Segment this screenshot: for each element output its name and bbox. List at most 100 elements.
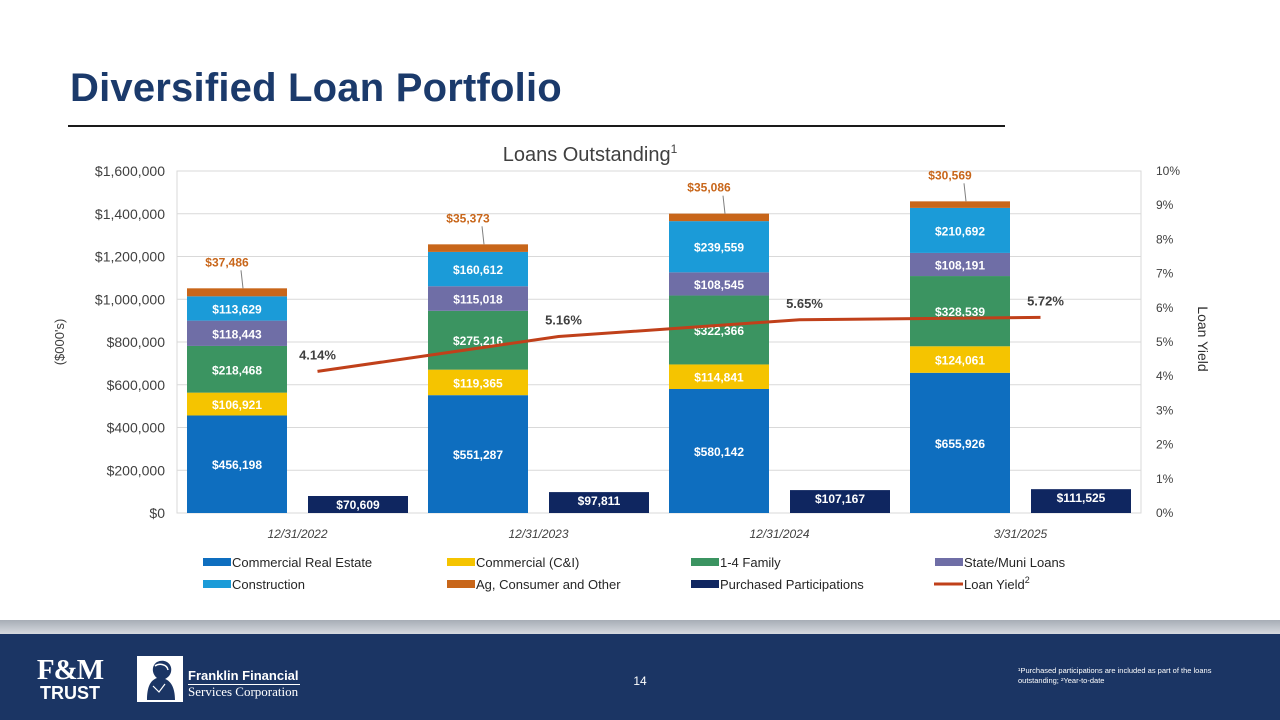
footer-gradient-band [0,620,1280,634]
data-label-construction: $160,612 [453,263,503,277]
y-left-tick-label: $400,000 [107,420,166,436]
y-right-tick-label: 2% [1156,438,1174,452]
fm-logo-text: F&M [36,654,104,686]
legend-swatch-commercial-real-estate [203,558,231,566]
legend-swatch-construction [203,580,231,588]
x-tick-label: 12/31/2023 [508,527,568,541]
bar-state-muni-loans [910,252,1010,277]
data-label-state-muni-loans: $115,018 [453,293,503,307]
legend-label-commercial-real-estate: Commercial Real Estate [232,555,372,570]
bar-commercial-c-i [669,364,769,389]
data-label-purchased-participations: $107,167 [815,492,865,506]
data-label-commercial-c-i: $119,365 [453,376,503,390]
data-label-1-4-family: $218,468 [212,363,262,377]
bar-construction [669,221,769,273]
legend-label-1-4-family: 1-4 Family [720,555,781,570]
x-tick-label: 3/31/2025 [994,527,1048,541]
page-title: Diversified Loan Portfolio [70,66,562,110]
trust-logo-text: TRUST [40,683,100,703]
chart-title-superscript: 1 [671,142,678,156]
legend-label-superscript: 2 [1025,575,1030,585]
bar-state-muni-loans [428,286,528,311]
legend-label-purchased-participations: Purchased Participations [720,577,864,592]
company-name-line1: Franklin Financial [188,668,299,683]
bar-ag-consumer-and-other [187,288,287,297]
y-right-tick-label: 6% [1156,301,1174,315]
bar-1-4-family [428,310,528,370]
bar-state-muni-loans [187,320,287,346]
title-divider [68,125,1005,127]
footer-bar [0,634,1280,720]
y-left-tick-label: $1,400,000 [95,206,165,222]
page-number: 14 [633,674,647,688]
bar-purchased-participations [1031,489,1131,513]
fm-trust-logo: F&M TRUST [28,656,112,704]
data-label-1-4-family: $275,216 [453,334,503,348]
data-label-state-muni-loans: $108,191 [935,258,985,272]
data-label-state-muni-loans: $118,443 [212,327,262,341]
data-label-1-4-family: $328,539 [935,305,985,319]
data-label-leader [481,226,485,245]
data-label-commercial-real-estate: $456,198 [212,458,262,472]
data-label-ag-consumer-and-other: $30,569 [928,168,972,182]
data-label-ag-consumer-and-other: $35,086 [687,181,731,195]
bar-construction [910,207,1010,253]
legend-label-construction: Construction [232,577,305,592]
bar-state-muni-loans [669,272,769,296]
data-label-leader [963,183,967,202]
y-right-tick-label: 3% [1156,403,1174,417]
y-left-tick-label: $600,000 [107,377,166,393]
data-label-commercial-real-estate: $580,142 [694,445,744,459]
y-right-tick-label: 5% [1156,335,1174,349]
data-label-purchased-participations: $111,525 [1057,491,1106,505]
legend-label-ag-consumer-and-other: Ag, Consumer and Other [476,577,621,592]
bar-1-4-family [910,276,1010,347]
y-left-tick-label: $1,600,000 [95,163,165,179]
x-tick-label: 12/31/2022 [267,527,327,541]
company-name: Franklin Financial Services Corporation [188,668,299,700]
x-tick-label: 12/31/2024 [749,527,809,541]
data-label-commercial-c-i: $106,921 [212,398,262,412]
data-label-loan-yield: 5.72% [1027,293,1064,308]
bar-commercial-c-i [428,369,528,396]
bar-construction [187,296,287,321]
bar-construction [428,251,528,287]
bar-ag-consumer-and-other [669,213,769,222]
data-label-state-muni-loans: $108,545 [694,278,744,292]
chart-title: Loans Outstanding1 [503,142,678,166]
bar-commercial-real-estate [187,415,287,513]
data-label-commercial-c-i: $124,061 [935,354,985,368]
data-label-purchased-participations: $97,811 [578,494,621,508]
data-label-loan-yield: 4.14% [299,347,336,362]
data-label-leader [722,195,726,214]
legend-swatch-state-muni-loans [935,558,963,566]
bar-ag-consumer-and-other [428,244,528,252]
y-left-tick-label: $200,000 [107,462,166,478]
bar-1-4-family [187,345,287,393]
company-name-line2: Services Corporation [188,684,299,699]
data-label-leader [240,270,244,289]
y-right-tick-label: 8% [1156,232,1174,246]
data-label-commercial-c-i: $114,841 [694,371,744,385]
y-left-tick-label: $800,000 [107,334,166,350]
y-right-tick-label: 7% [1156,267,1174,281]
legend-label-loan-yield: Loan Yield2 [964,575,1030,592]
loans-outstanding-chart: $0 $200,000 $400,000 $600,000 $800,000 $1,000… [52,142,1211,592]
footnote: ¹Purchased participations are included a… [1018,666,1212,685]
bar-purchased-participations [308,496,408,513]
bar-purchased-participations [549,492,649,513]
data-label-commercial-real-estate: $655,926 [935,437,985,451]
data-label-construction: $113,629 [212,302,262,316]
legend-swatch-1-4-family [691,558,719,566]
bar-commercial-c-i [187,392,287,416]
y-left-tick-label: $1,200,000 [95,249,165,265]
bar-purchased-participations [790,490,890,513]
data-label-loan-yield: 5.65% [786,296,823,311]
y-right-tick-label: 9% [1156,198,1174,212]
y-right-tick-label: 1% [1156,472,1174,486]
bar-commercial-c-i [910,346,1010,373]
franklin-portrait-icon [137,656,183,702]
data-label-commercial-real-estate: $551,287 [453,448,503,462]
legend-label-state-muni-loans: State/Muni Loans [964,555,1066,570]
loan-yield-line [317,315,1041,373]
